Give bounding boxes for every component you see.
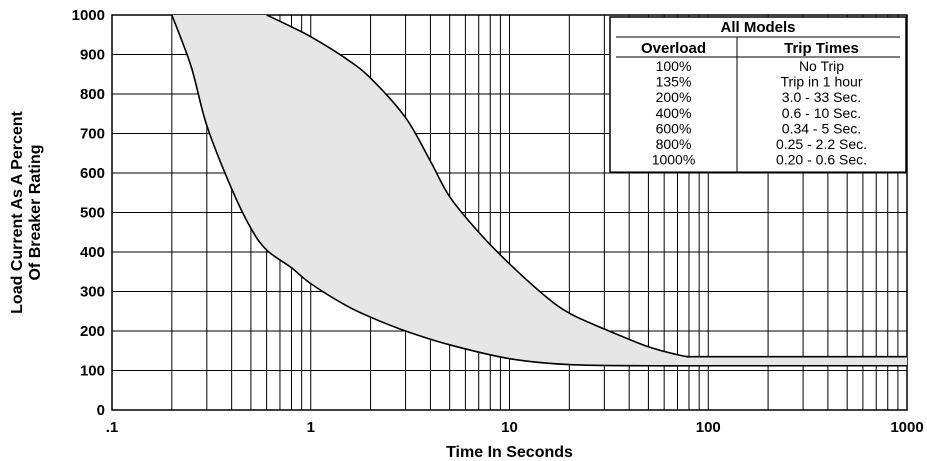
plot-frame bbox=[111, 14, 908, 411]
x-tick-label: 100 bbox=[696, 419, 721, 436]
y-tick-label: 100 bbox=[80, 363, 105, 380]
table-cell-overload: 600% bbox=[656, 120, 692, 136]
table-cell-trip-time: 0.20 - 0.6 Sec. bbox=[776, 152, 867, 168]
y-axis-title-line-1: Load Current As A Percent bbox=[9, 110, 26, 313]
table-cell-trip-time: 0.34 - 5 Sec. bbox=[782, 120, 861, 136]
table-header-trip-times: Trip Times bbox=[784, 40, 859, 57]
table-cell-trip-time: 3.0 - 33 Sec. bbox=[782, 89, 861, 105]
x-tick-label: 10 bbox=[501, 419, 518, 436]
y-tick-label: 500 bbox=[80, 205, 105, 222]
y-tick-label: 600 bbox=[80, 165, 105, 182]
table-cell-trip-time: Trip in 1 hour bbox=[781, 74, 863, 90]
table-cell-overload: 135% bbox=[656, 74, 692, 90]
trip-times-table: All Models Overload Trip Times 100% No Trip 1… bbox=[609, 16, 907, 173]
y-axis-title-line-2: Of Breaker Rating bbox=[27, 144, 44, 280]
y-tick-label: 700 bbox=[80, 126, 105, 143]
y-tick-label: 1000 bbox=[72, 7, 105, 24]
table-cell-overload: 1000% bbox=[652, 152, 696, 168]
trip-band-fill bbox=[171, 15, 907, 366]
maximum-trip-curve bbox=[266, 14, 907, 358]
y-tick-label: 0 bbox=[97, 402, 105, 419]
table-cell-overload: 200% bbox=[656, 89, 692, 105]
table-box bbox=[609, 16, 907, 173]
minimum-trip-curve bbox=[171, 14, 907, 367]
y-tick-label: 800 bbox=[80, 86, 105, 103]
axis-ticks: 0 100 200 300 400 500 600 700 800 900 1000 .1 1 10 100… bbox=[72, 7, 924, 436]
trip-band bbox=[171, 14, 907, 367]
y-tick-label: 400 bbox=[80, 244, 105, 261]
y-tick-label: 200 bbox=[80, 323, 105, 340]
table-header-overload: Overload bbox=[641, 40, 706, 57]
y-tick-label: 300 bbox=[80, 284, 105, 301]
table-title: All Models bbox=[720, 19, 795, 36]
x-tick-label: .1 bbox=[106, 419, 119, 436]
table-cell-overload: 400% bbox=[656, 105, 692, 121]
x-tick-label: 1000 bbox=[890, 419, 923, 436]
table-cell-trip-time: 0.25 - 2.2 Sec. bbox=[776, 136, 867, 152]
x-tick-label: 1 bbox=[307, 419, 315, 436]
y-tick-label: 900 bbox=[80, 47, 105, 64]
table-cell-trip-time: No Trip bbox=[799, 58, 844, 74]
table-cell-trip-time: 0.6 - 10 Sec. bbox=[782, 105, 861, 121]
table-cell-overload: 800% bbox=[656, 136, 692, 152]
table-cell-overload: 100% bbox=[656, 58, 692, 74]
x-axis-title: Time In Seconds bbox=[446, 444, 573, 461]
